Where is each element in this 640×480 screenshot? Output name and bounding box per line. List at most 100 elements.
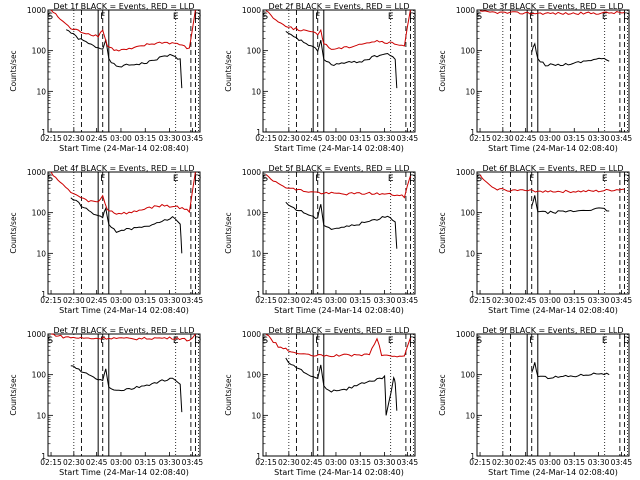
ytick-label: 1 (470, 128, 475, 137)
events-series-line (70, 365, 183, 413)
ytick-label: 1000 (27, 330, 46, 339)
ytick-label: 100 (461, 47, 476, 56)
marker-letter-f: F (100, 12, 105, 22)
marker-letter-d: D (194, 336, 201, 346)
y-axis-label: Counts/sec (224, 50, 233, 91)
ytick-label: 1 (256, 128, 261, 137)
xtick-label: 02:15 (40, 458, 62, 467)
plot-det-8f: Det 8f BLACK = Events, RED = LLD 1 10 100 10… (224, 326, 418, 477)
x-axis-label: Start Time (24-Mar-14 02:08:40) (274, 306, 404, 315)
lld-series-line (50, 9, 196, 52)
xtick-label: 02:30 (492, 134, 514, 143)
ytick-label: 1000 (27, 6, 46, 15)
xtick-label: 02:15 (255, 134, 277, 143)
ytick-label: 10 (251, 87, 261, 96)
plot-det-1f: Det 1f BLACK = Events, RED = LLD 1 10 100 10… (9, 2, 203, 153)
xtick-label: 03:45 (611, 296, 633, 305)
marker-letter-d: D (194, 174, 201, 184)
marker-letter-d: D (623, 336, 630, 346)
x-axis-label: Start Time (24-Mar-14 02:08:40) (59, 144, 189, 153)
xtick-label: 03:45 (182, 134, 204, 143)
xtick-label: 02:15 (255, 458, 277, 467)
ytick-label: 100 (247, 371, 262, 380)
xtick-label: 03:30 (374, 296, 396, 305)
xtick-label: 02:45 (86, 296, 108, 305)
y-axis-label: Counts/sec (224, 374, 233, 415)
xtick-label: 03:00 (325, 134, 347, 143)
xtick-label: 02:30 (492, 296, 514, 305)
ytick-label: 1000 (456, 330, 475, 339)
xtick-label: 03:00 (325, 296, 347, 305)
lld-series-line (265, 9, 411, 50)
plot-title: Det 2f BLACK = Events, RED = LLD (268, 2, 409, 11)
xtick-label: 03:15 (134, 296, 156, 305)
plot-frame (262, 171, 416, 295)
x-axis-label: Start Time (24-Mar-14 02:08:40) (488, 306, 618, 315)
xtick-label: 03:45 (397, 458, 419, 467)
xtick-label: 03:30 (374, 458, 396, 467)
ytick-label: 100 (461, 209, 476, 218)
xtick-label: 03:30 (159, 134, 181, 143)
xtick-label: 03:45 (611, 458, 633, 467)
ytick-label: 1000 (242, 6, 261, 15)
xtick-label: 02:45 (515, 458, 537, 467)
xtick-label: 03:00 (539, 134, 561, 143)
plot-det-9f: Det 9f BLACK = Events, RED = LLD 1 10 100 10… (438, 326, 632, 477)
ytick-label: 1 (256, 290, 261, 299)
xtick-label: 03:45 (611, 134, 633, 143)
marker-letter-f: F (100, 174, 105, 184)
marker-letter-e: E (173, 336, 179, 346)
marker-letter-s: S (476, 12, 482, 22)
y-axis-label: Counts/sec (438, 374, 447, 415)
lld-series-line (265, 334, 411, 358)
x-axis-label: Start Time (24-Mar-14 02:08:40) (59, 468, 189, 477)
ytick-label: 10 (465, 249, 475, 258)
ytick-label: 1000 (27, 168, 46, 177)
ytick-label: 100 (32, 371, 47, 380)
marker-letter-f: F (529, 12, 534, 22)
marker-letter-s: S (476, 336, 482, 346)
xtick-label: 02:45 (301, 134, 323, 143)
xtick-label: 03:15 (563, 458, 585, 467)
xtick-label: 03:30 (588, 296, 610, 305)
xtick-label: 03:15 (563, 134, 585, 143)
ytick-label: 10 (251, 411, 261, 420)
ytick-label: 10 (465, 411, 475, 420)
ytick-label: 1 (470, 452, 475, 461)
xtick-label: 03:15 (563, 296, 585, 305)
lld-series-line (50, 171, 196, 215)
xtick-label: 03:15 (134, 458, 156, 467)
xtick-label: 02:15 (469, 296, 491, 305)
marker-letter-f: F (315, 336, 320, 346)
events-series-line (285, 357, 398, 416)
marker-letter-e: E (173, 12, 179, 22)
marker-letter-s: S (262, 336, 268, 346)
xtick-label: 02:45 (301, 296, 323, 305)
marker-letter-e: E (602, 336, 608, 346)
events-series-line (65, 29, 183, 89)
xtick-label: 03:30 (159, 458, 181, 467)
marker-letter-d: D (623, 12, 630, 22)
xtick-label: 02:30 (63, 134, 85, 143)
x-axis-label: Start Time (24-Mar-14 02:08:40) (488, 468, 618, 477)
events-series-line (531, 195, 610, 215)
plot-title: Det 3f BLACK = Events, RED = LLD (482, 2, 623, 11)
plot-frame (47, 171, 201, 295)
xtick-label: 03:45 (397, 296, 419, 305)
plot-det-2f: Det 2f BLACK = Events, RED = LLD 1 10 100 10… (224, 2, 418, 153)
xtick-label: 03:15 (349, 134, 371, 143)
xtick-label: 03:00 (110, 134, 132, 143)
plot-det-5f: Det 5f BLACK = Events, RED = LLD 1 10 100 10… (224, 164, 418, 315)
xtick-label: 02:45 (86, 458, 108, 467)
xtick-label: 03:00 (539, 296, 561, 305)
marker-letter-s: S (262, 174, 268, 184)
lld-series-line (265, 174, 411, 199)
plot-frame (47, 333, 201, 457)
y-axis-label: Counts/sec (438, 212, 447, 253)
xtick-label: 03:30 (159, 296, 181, 305)
ytick-label: 1 (41, 128, 46, 137)
marker-letter-s: S (47, 12, 53, 22)
ytick-label: 1 (41, 290, 46, 299)
xtick-label: 02:15 (40, 134, 62, 143)
xtick-label: 02:15 (40, 296, 62, 305)
